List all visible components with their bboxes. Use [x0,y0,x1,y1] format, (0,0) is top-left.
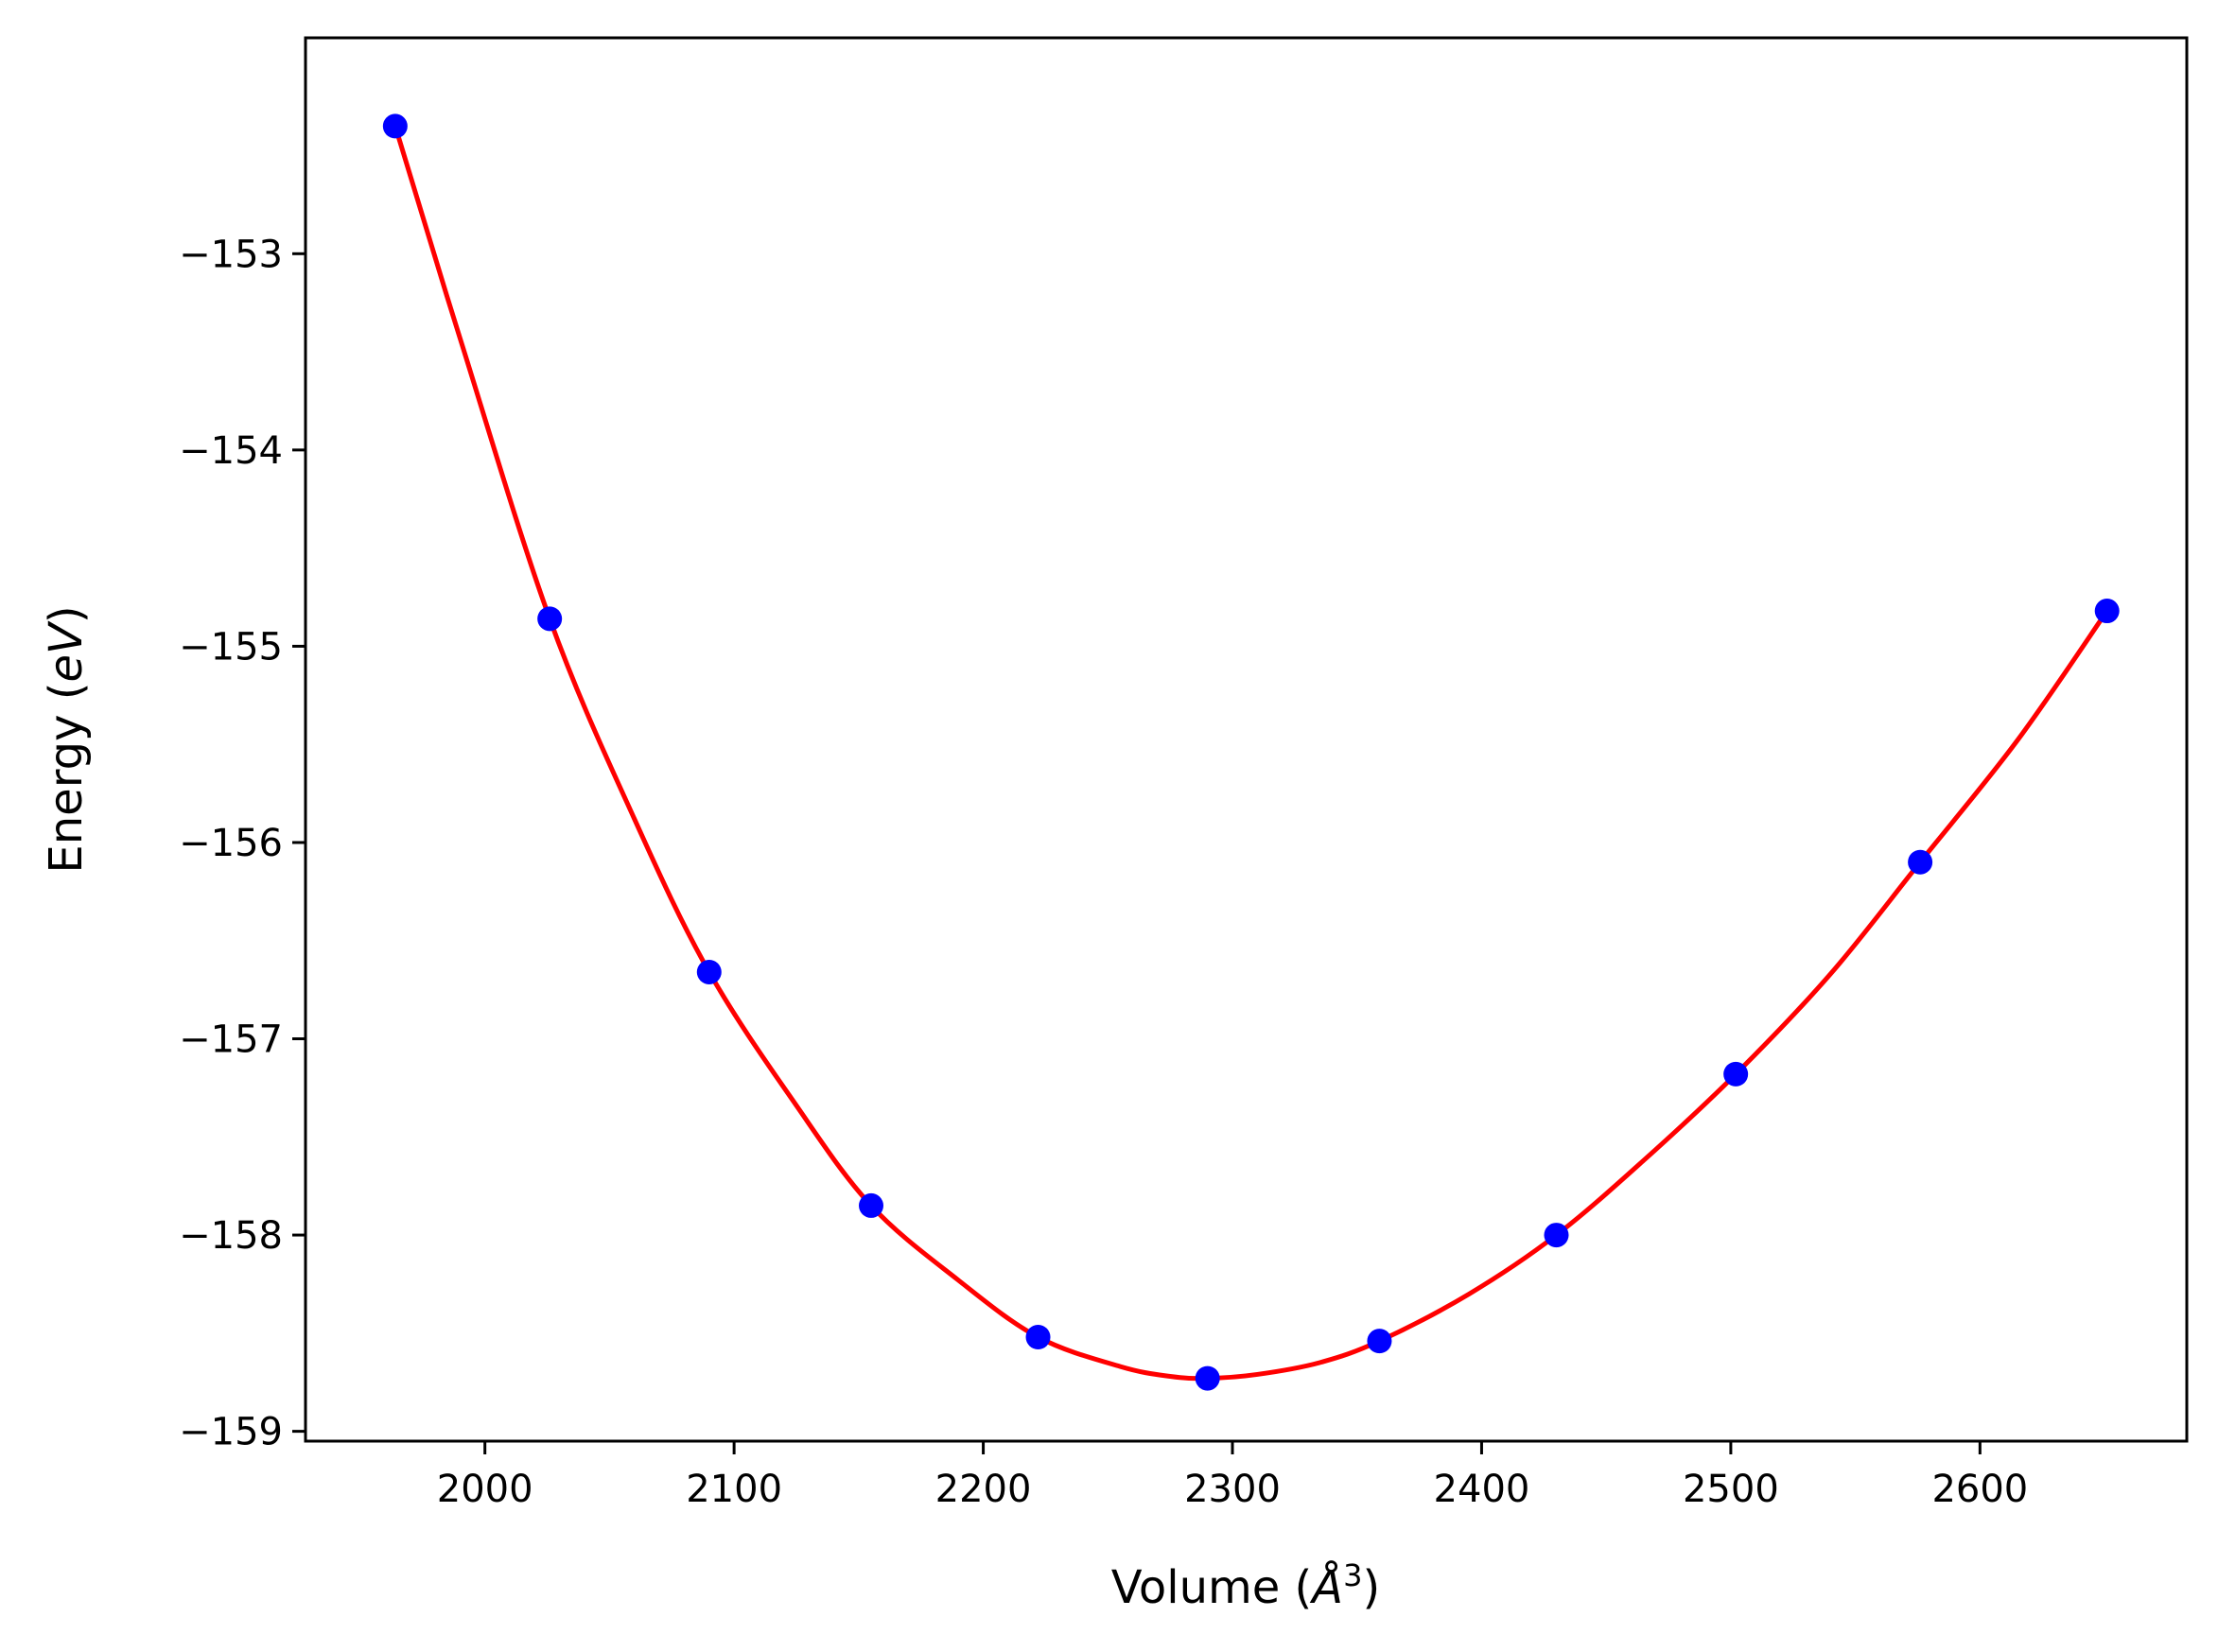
data-point [537,606,563,632]
data-point [382,113,408,139]
y-axis-ticks: −153 −154 −155 −156 −157 −158 −159 [179,233,306,1454]
data-points-layer [382,113,2120,1391]
x-tick-label: 2600 [1931,1468,2028,1511]
x-axis-title: Volume (Å3) [1111,1557,1380,1614]
data-point [1908,849,1933,875]
fit-curve [393,125,2109,1382]
data-point [696,959,722,984]
x-tick-label: 2500 [1683,1468,1779,1511]
data-point [1367,1329,1392,1354]
data-point [1025,1324,1051,1349]
y-tick-label: −159 [179,1411,283,1454]
fit-curve-layer [393,125,2109,1382]
plot-frame [304,36,2189,1443]
data-point [1723,1061,1749,1087]
y-tick-label: −153 [179,233,283,276]
data-point [1544,1223,1569,1248]
x-tick-label: 2200 [935,1468,1032,1511]
x-axis-ticks: 2000 2100 2200 2300 2400 2500 2600 [437,1441,2028,1511]
y-tick-label: −155 [179,625,283,669]
data-point [859,1192,884,1218]
x-tick-label: 2000 [437,1468,533,1511]
x-tick-label: 2300 [1184,1468,1281,1511]
y-tick-label: −158 [179,1214,283,1258]
data-point [2094,599,2120,624]
x-tick-label: 2400 [1434,1468,1530,1511]
x-tick-label: 2100 [686,1468,782,1511]
y-axis-title: Energy (eV) [40,605,93,873]
y-tick-label: −157 [179,1018,283,1062]
y-tick-label: −154 [179,429,283,473]
y-tick-label: −156 [179,822,283,865]
data-point [1195,1365,1220,1391]
